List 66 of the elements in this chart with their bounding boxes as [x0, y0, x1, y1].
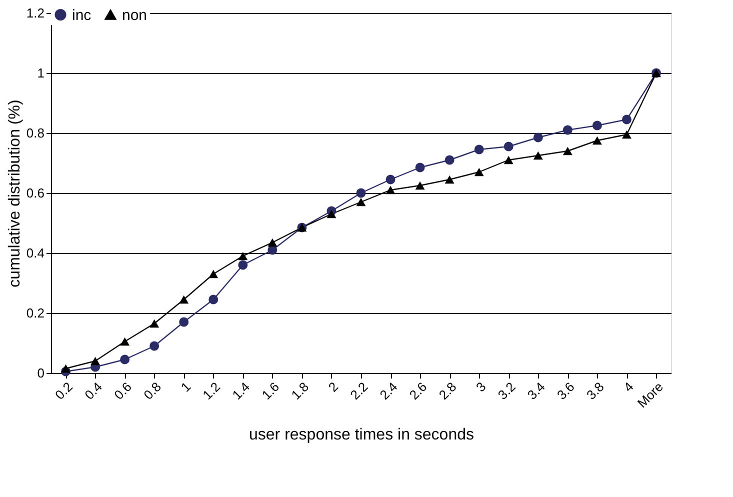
point	[268, 245, 278, 255]
point	[592, 136, 602, 145]
point	[90, 356, 100, 366]
x-tick-label: 1.8	[288, 379, 312, 402]
x-tick-label: 1.2	[200, 379, 224, 402]
point	[179, 295, 189, 304]
point	[444, 155, 454, 165]
point	[415, 181, 425, 190]
point	[504, 156, 514, 164]
y-tick-label: 0.2	[26, 306, 44, 320]
point	[622, 130, 632, 139]
point	[179, 317, 189, 327]
y-tick-label: 0.8	[26, 126, 44, 140]
point	[592, 120, 602, 130]
point	[208, 294, 218, 304]
y-tick-label: 0.6	[26, 186, 44, 200]
point	[415, 162, 425, 172]
point	[533, 151, 543, 160]
y-axis-title: cumulative distribution (%)	[6, 100, 24, 288]
point	[444, 175, 454, 184]
x-tick-label: 3.4	[524, 379, 548, 402]
x-axis-title: user response times in seconds	[249, 426, 474, 444]
x-tick-label: 0.2	[52, 379, 76, 402]
point	[120, 354, 130, 364]
x-tick-label: 2.2	[347, 379, 371, 402]
x-tick-label: 3.2	[494, 379, 518, 402]
point	[356, 198, 366, 206]
x-tick-label: 0.4	[82, 379, 105, 402]
x-tick-label: 3.8	[583, 379, 607, 402]
point	[356, 188, 366, 198]
x-tick-label: 2.4	[376, 379, 400, 402]
legend-label: non	[122, 6, 148, 24]
x-tick-label: 3	[473, 379, 489, 395]
point	[386, 186, 396, 194]
y-tick-label: 0.4	[26, 246, 44, 260]
point	[150, 341, 160, 351]
y-tick-label: 1	[37, 66, 44, 80]
point	[61, 364, 71, 373]
point	[562, 146, 572, 156]
point	[474, 168, 484, 176]
point	[474, 144, 484, 154]
point	[622, 114, 632, 124]
legend-label: inc	[72, 6, 92, 24]
point	[120, 337, 130, 346]
point	[386, 174, 396, 184]
point	[238, 260, 248, 270]
x-tick-label: 1.4	[229, 379, 253, 402]
x-tick-label: 2	[325, 379, 342, 395]
x-tick-label: 2.8	[436, 379, 460, 402]
x-tick-label: 4	[620, 379, 636, 395]
point	[268, 238, 278, 247]
x-tick-label: 0.6	[111, 379, 134, 402]
x-tick-label: 1	[178, 379, 194, 395]
point	[326, 210, 336, 218]
y-tick-label: 1.2	[26, 6, 44, 20]
x-tick-label: 1.6	[258, 379, 282, 402]
point	[208, 270, 218, 278]
x-tick-label: 2.6	[406, 379, 430, 402]
x-tick-label: 3.6	[554, 379, 578, 402]
y-tick-label: 0	[37, 366, 44, 380]
point	[238, 252, 248, 260]
point	[150, 319, 160, 328]
x-tick-label: 0.8	[140, 379, 164, 402]
point	[533, 132, 543, 142]
point	[504, 142, 514, 152]
point	[562, 125, 572, 135]
